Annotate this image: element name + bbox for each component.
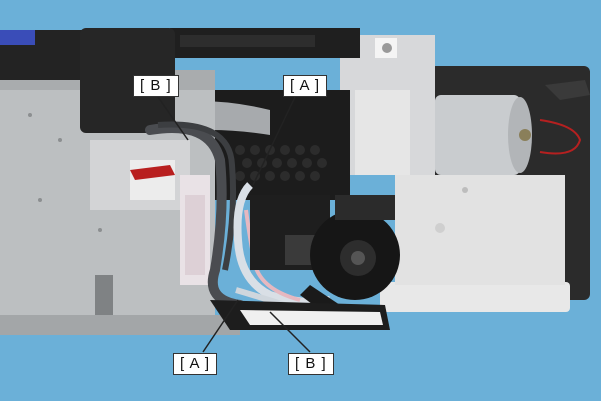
callout-b-top: [ B ] bbox=[133, 75, 179, 97]
blue-part bbox=[0, 30, 35, 45]
callout-a-bottom: [ A ] bbox=[173, 353, 218, 375]
callout-b-bottom: [ B ] bbox=[288, 353, 334, 375]
motor-body bbox=[435, 95, 520, 175]
callout-a-top: [ A ] bbox=[283, 75, 328, 97]
gray-cable bbox=[145, 123, 245, 310]
base-plate bbox=[380, 282, 570, 312]
white-panel bbox=[395, 175, 565, 285]
